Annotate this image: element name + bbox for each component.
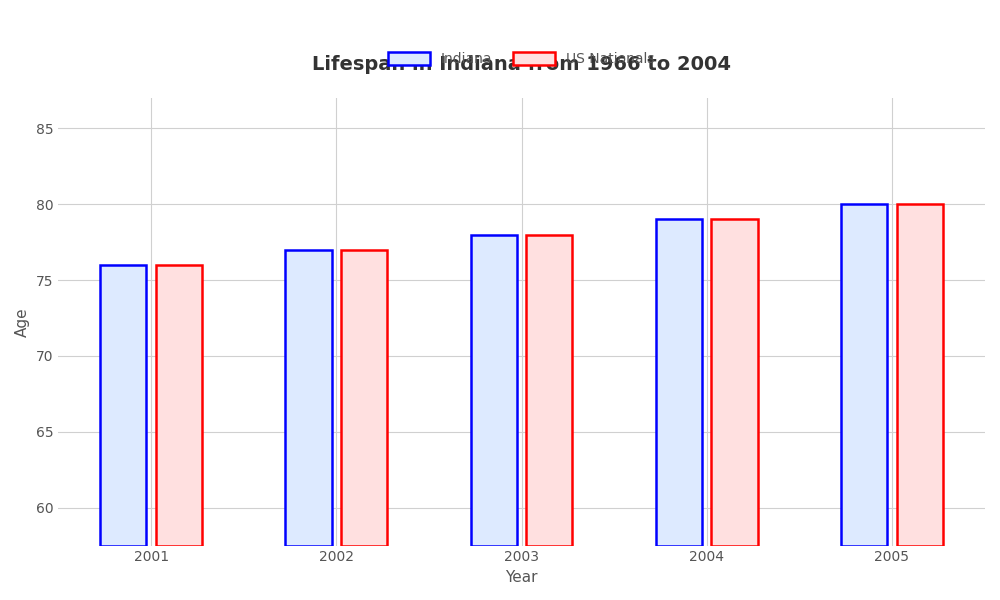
X-axis label: Year: Year (505, 570, 538, 585)
Y-axis label: Age: Age (15, 307, 30, 337)
Legend: Indiana, US Nationals: Indiana, US Nationals (383, 47, 660, 72)
Bar (656, 220, 702, 545)
Bar (841, 204, 887, 545)
Bar (526, 235, 572, 545)
Bar (471, 235, 517, 545)
Bar (156, 265, 202, 545)
Bar (341, 250, 387, 545)
Bar (897, 204, 943, 545)
Bar (711, 220, 758, 545)
Bar (285, 250, 332, 545)
Bar (100, 265, 146, 545)
Title: Lifespan in Indiana from 1966 to 2004: Lifespan in Indiana from 1966 to 2004 (312, 55, 731, 74)
